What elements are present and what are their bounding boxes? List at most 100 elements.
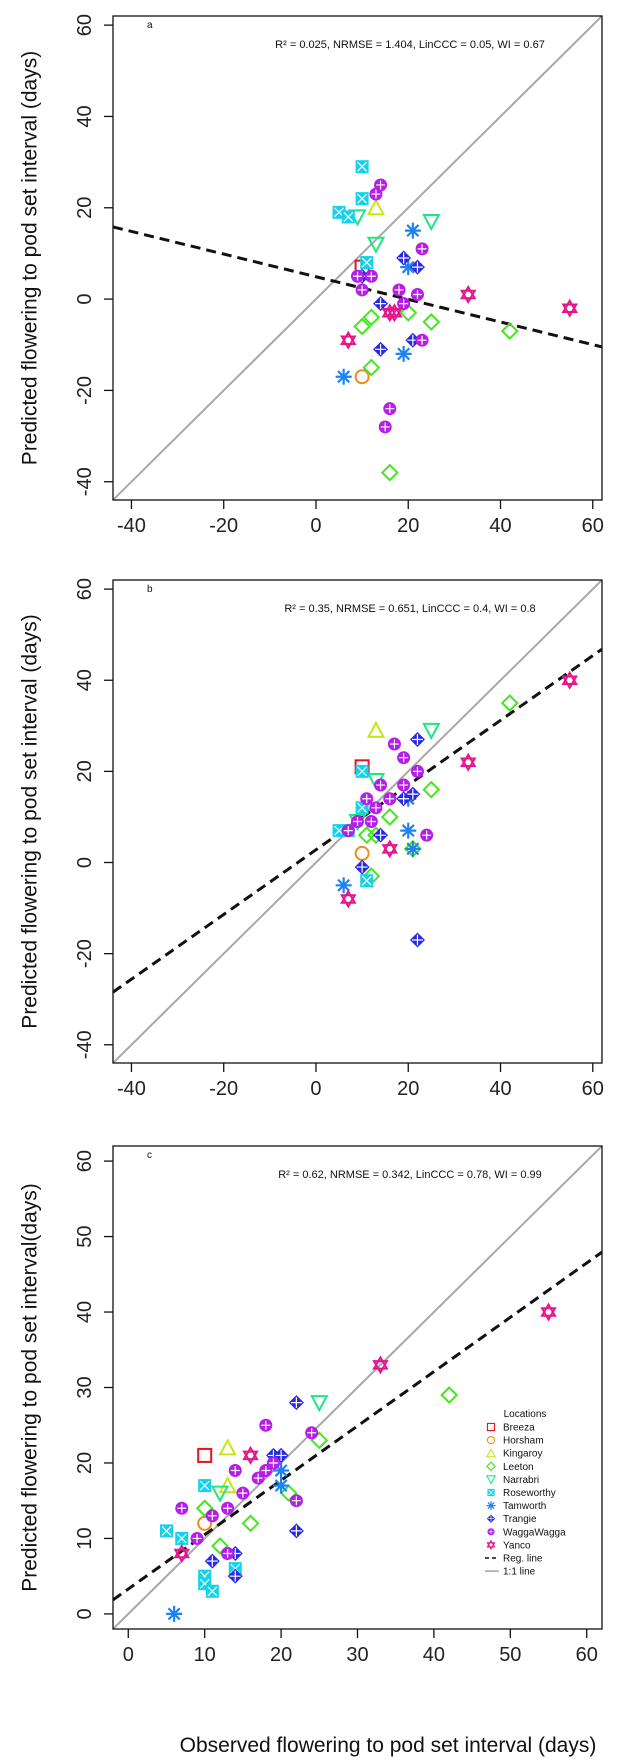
y-tick-label: -40 [74, 1030, 96, 1059]
data-point-waggawagga [351, 269, 364, 283]
x-tick-label: 0 [123, 1644, 134, 1666]
legend-marker [486, 1539, 496, 1551]
data-point-waggawagga [397, 778, 411, 792]
data-point-waggawagga [364, 815, 378, 828]
x-tick-label: 20 [397, 515, 419, 537]
legend-identity-line-label: 1:1 line [503, 1567, 536, 1578]
data-point-leeton [500, 694, 519, 712]
data-point-waggawagga [190, 1531, 204, 1545]
data-point-yanco [173, 1544, 190, 1564]
y-tick-label: 60 [74, 578, 96, 600]
legend-marker [485, 1475, 497, 1485]
data-point-waggawagga [415, 242, 429, 256]
data-point-waggawagga [236, 1486, 250, 1500]
data-point-yanco [372, 1355, 389, 1375]
x-tick-label: -40 [117, 515, 146, 537]
regression-line [113, 647, 602, 994]
data-point-trangie [373, 341, 389, 357]
x-tick-label: 60 [582, 515, 604, 537]
x-tick-label: -20 [209, 515, 238, 537]
y-tick-label: 20 [74, 1452, 96, 1474]
data-point-trangie [409, 259, 425, 275]
data-point-yanco [540, 1302, 557, 1322]
data-point-tamworth [273, 1477, 290, 1494]
data-point-waggawagga [360, 792, 374, 806]
x-tick-label: 40 [423, 1644, 445, 1666]
data-point-roseworthy [228, 1562, 242, 1576]
data-point-trangie [373, 827, 389, 843]
data-point-waggawagga [383, 792, 397, 806]
panel-a: -40 -20 0 20 40 60 -40 -20 0 20 40 60 Predicted flow… [19, 14, 604, 537]
data-point-yanco [459, 752, 477, 772]
x-tick-label: 50 [499, 1644, 521, 1666]
data-point-tamworth [335, 368, 352, 385]
data-point-roseworthy [355, 192, 369, 206]
data-point-tamworth [404, 840, 421, 857]
data-point-waggawagga [228, 1464, 242, 1478]
data-point-waggawagga [175, 1501, 189, 1515]
data-point-roseworthy [355, 160, 369, 174]
y-tick-label: 50 [74, 1225, 96, 1247]
stats-annotation: R² = 0.35, NRMSE = 0.651, LinCCC = 0.4, … [284, 603, 535, 615]
data-point-roseworthy [360, 256, 374, 270]
panel-letter: b [147, 584, 153, 595]
data-point-yanco [340, 889, 357, 909]
data-point-narrabri [422, 722, 441, 740]
data-point-narrabri [310, 1395, 329, 1413]
legend-label: Breeza [503, 1423, 535, 1434]
legend-item-waggawagga: WaggaWagga [487, 1527, 566, 1538]
y-tick-label: -20 [74, 376, 96, 405]
data-point-roseworthy [205, 1584, 219, 1598]
data-point-yanco [381, 839, 399, 859]
x-tick-label: 20 [397, 1078, 419, 1100]
y-tick-label: 0 [74, 294, 96, 305]
data-point-trangie [204, 1553, 220, 1569]
data-point-leeton [241, 1514, 260, 1533]
data-point-waggawagga [289, 1494, 303, 1508]
x-tick-label: 60 [576, 1644, 598, 1666]
data-point-trangie [227, 1568, 243, 1584]
data-point-trangie [409, 932, 425, 948]
data-point-leeton [211, 1537, 229, 1555]
legend: Locations Breeza Horsham Kingaroy Leeton Narr… [485, 1409, 566, 1578]
legend-item-narrabri: Narrabri [485, 1475, 539, 1486]
data-point-leeton [500, 322, 519, 340]
legend-item-kingaroy: Kingaroy [485, 1447, 542, 1460]
legend-label: WaggaWagga [503, 1527, 566, 1538]
y-axis-label: Predicted flowering to pod set interval … [19, 614, 42, 1028]
legend-marker [486, 1514, 496, 1523]
plot-frame [112, 579, 603, 1064]
legend-label: Yanco [503, 1540, 531, 1551]
data-point-waggawagga [397, 751, 411, 765]
data-point-kingaroy [366, 720, 386, 738]
x-tick-label: -40 [117, 1078, 146, 1100]
legend-label: Leeton [503, 1462, 534, 1473]
data-point-trangie [409, 731, 425, 747]
data-point-waggawagga [378, 420, 392, 434]
y-tick-label: 30 [74, 1376, 96, 1398]
x-tick-label: 20 [270, 1644, 292, 1666]
plot-area [113, 16, 602, 500]
y-tick-label: 0 [74, 1608, 96, 1619]
data-point-trangie [373, 296, 389, 312]
data-point-yanco [561, 298, 578, 318]
x-tick-label: 30 [346, 1644, 368, 1666]
data-point-waggawagga [397, 297, 411, 311]
y-tick-label: -40 [74, 467, 96, 496]
data-point-tamworth [395, 345, 412, 362]
data-point-waggawagga [355, 283, 369, 297]
y-tick-label: 40 [74, 669, 96, 691]
data-point-waggawagga [205, 1509, 219, 1523]
panel-b: -40 -20 0 20 40 60 -40 -20 0 20 40 60 Predicted flow… [19, 578, 604, 1100]
data-point-kingaroy [218, 1475, 237, 1494]
legend-label: Tamworth [503, 1501, 546, 1512]
data-point-waggawagga [221, 1547, 235, 1561]
data-point-yanco [340, 330, 357, 350]
legend-marker [486, 1435, 496, 1445]
y-tick-label: 60 [74, 14, 96, 36]
data-point-yanco [386, 303, 403, 323]
data-point-trangie [405, 786, 421, 802]
data-point-trangie [354, 859, 370, 875]
legend-marker [487, 1488, 495, 1497]
legend-item-breeza: Breeza [486, 1423, 535, 1434]
